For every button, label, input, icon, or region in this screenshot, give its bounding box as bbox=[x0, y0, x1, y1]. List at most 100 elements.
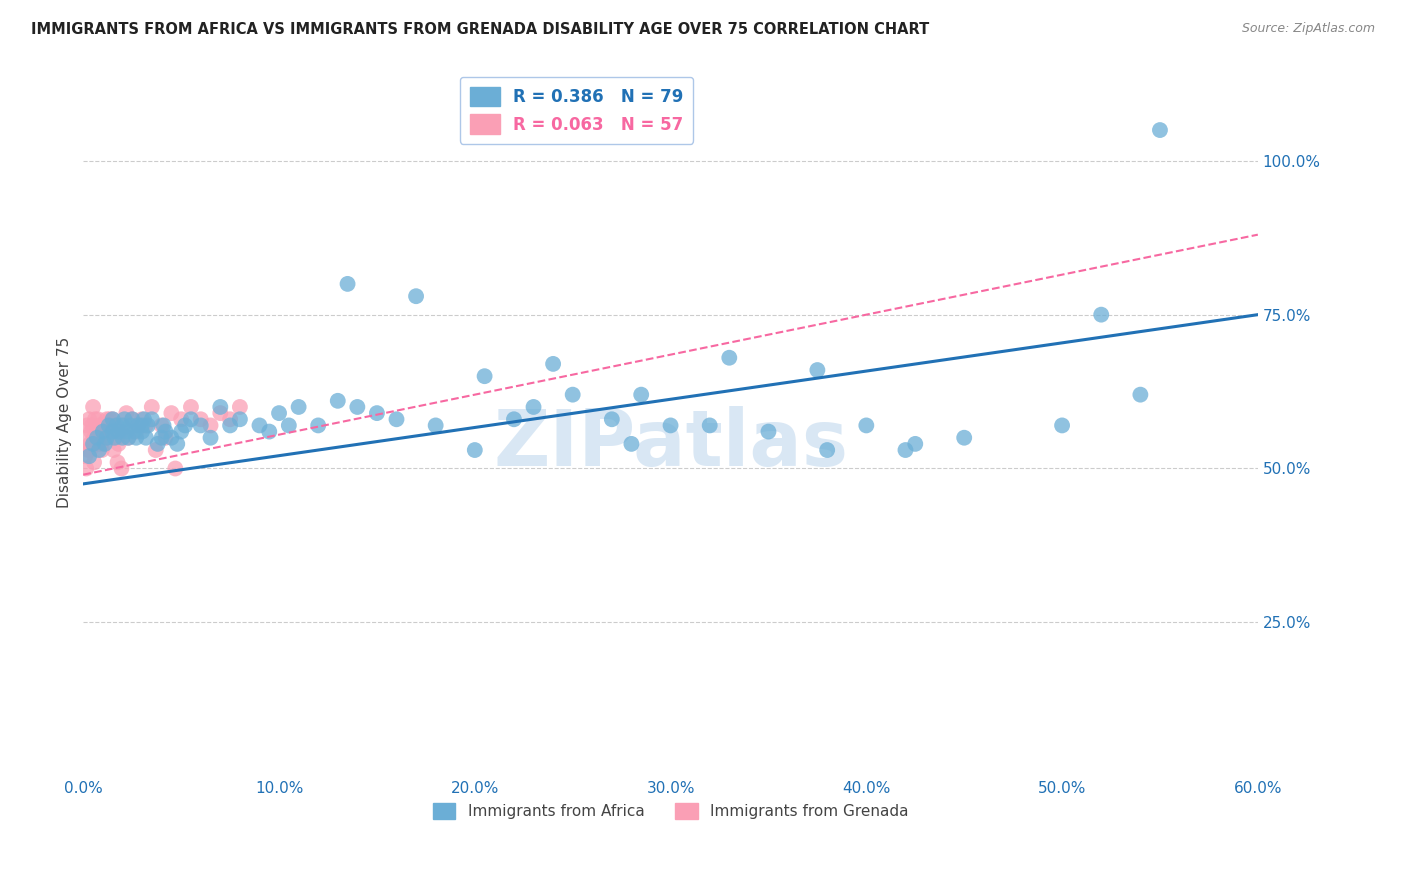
Point bbox=[953, 431, 976, 445]
Point bbox=[326, 393, 349, 408]
Point bbox=[718, 351, 741, 365]
Point bbox=[86, 425, 108, 439]
Point bbox=[229, 412, 252, 426]
Point bbox=[103, 443, 125, 458]
Point bbox=[96, 412, 118, 426]
Point bbox=[1090, 308, 1112, 322]
Point bbox=[122, 425, 145, 439]
Point bbox=[141, 400, 163, 414]
Point bbox=[160, 406, 183, 420]
Point bbox=[94, 418, 117, 433]
Point bbox=[107, 437, 129, 451]
Text: Source: ZipAtlas.com: Source: ZipAtlas.com bbox=[1241, 22, 1375, 36]
Point bbox=[190, 412, 212, 426]
Point bbox=[287, 400, 309, 414]
Point bbox=[336, 277, 359, 291]
Point bbox=[174, 418, 197, 433]
Point bbox=[474, 369, 496, 384]
Point bbox=[249, 418, 271, 433]
Point bbox=[1129, 387, 1152, 401]
Point bbox=[87, 431, 110, 445]
Point bbox=[190, 418, 212, 433]
Point bbox=[180, 400, 202, 414]
Point bbox=[806, 363, 828, 377]
Point bbox=[200, 431, 222, 445]
Point bbox=[1050, 418, 1073, 433]
Point bbox=[166, 437, 188, 451]
Point bbox=[229, 400, 252, 414]
Point bbox=[91, 425, 114, 439]
Point bbox=[94, 431, 117, 445]
Point bbox=[561, 387, 583, 401]
Point bbox=[77, 412, 100, 426]
Point bbox=[101, 412, 124, 426]
Point bbox=[219, 418, 242, 433]
Point bbox=[104, 431, 127, 445]
Point bbox=[131, 425, 153, 439]
Point bbox=[111, 431, 134, 445]
Point bbox=[1149, 123, 1171, 137]
Point bbox=[135, 418, 157, 433]
Point bbox=[97, 418, 120, 433]
Point bbox=[366, 406, 388, 420]
Point bbox=[79, 443, 101, 458]
Point bbox=[104, 418, 127, 433]
Point bbox=[84, 412, 107, 426]
Point bbox=[815, 443, 838, 458]
Point bbox=[620, 437, 643, 451]
Point bbox=[115, 406, 138, 420]
Point bbox=[150, 418, 173, 433]
Point bbox=[385, 412, 408, 426]
Point bbox=[101, 412, 124, 426]
Point bbox=[77, 449, 100, 463]
Point bbox=[132, 412, 155, 426]
Point bbox=[277, 418, 299, 433]
Point bbox=[522, 400, 544, 414]
Point bbox=[87, 437, 110, 451]
Point bbox=[267, 406, 290, 420]
Point bbox=[855, 418, 877, 433]
Point bbox=[87, 443, 110, 458]
Point bbox=[111, 418, 134, 433]
Point bbox=[259, 425, 281, 439]
Point bbox=[464, 443, 486, 458]
Point bbox=[87, 412, 110, 426]
Point bbox=[125, 425, 148, 439]
Point bbox=[131, 412, 153, 426]
Point bbox=[146, 437, 169, 451]
Text: IMMIGRANTS FROM AFRICA VS IMMIGRANTS FROM GRENADA DISABILITY AGE OVER 75 CORRELA: IMMIGRANTS FROM AFRICA VS IMMIGRANTS FRO… bbox=[31, 22, 929, 37]
Point bbox=[219, 412, 242, 426]
Point bbox=[145, 443, 167, 458]
Point bbox=[86, 431, 108, 445]
Point bbox=[105, 418, 128, 433]
Point bbox=[75, 449, 97, 463]
Point bbox=[200, 418, 222, 433]
Point bbox=[77, 443, 100, 458]
Point bbox=[97, 418, 120, 433]
Point bbox=[82, 418, 104, 433]
Point bbox=[94, 437, 117, 451]
Point bbox=[121, 412, 143, 426]
Point bbox=[115, 425, 138, 439]
Point bbox=[758, 425, 780, 439]
Point bbox=[170, 425, 193, 439]
Point bbox=[904, 437, 927, 451]
Point bbox=[80, 425, 103, 439]
Point bbox=[96, 431, 118, 445]
Point bbox=[110, 461, 132, 475]
Point bbox=[112, 412, 135, 426]
Point bbox=[425, 418, 447, 433]
Point bbox=[98, 412, 121, 426]
Point bbox=[180, 412, 202, 426]
Point bbox=[141, 412, 163, 426]
Point bbox=[160, 431, 183, 445]
Point bbox=[150, 431, 173, 445]
Point bbox=[541, 357, 564, 371]
Point bbox=[346, 400, 368, 414]
Point bbox=[101, 425, 124, 439]
Point bbox=[131, 418, 153, 433]
Text: ZIPatlas: ZIPatlas bbox=[494, 406, 848, 482]
Point bbox=[75, 461, 97, 475]
Point bbox=[135, 431, 157, 445]
Point bbox=[307, 418, 329, 433]
